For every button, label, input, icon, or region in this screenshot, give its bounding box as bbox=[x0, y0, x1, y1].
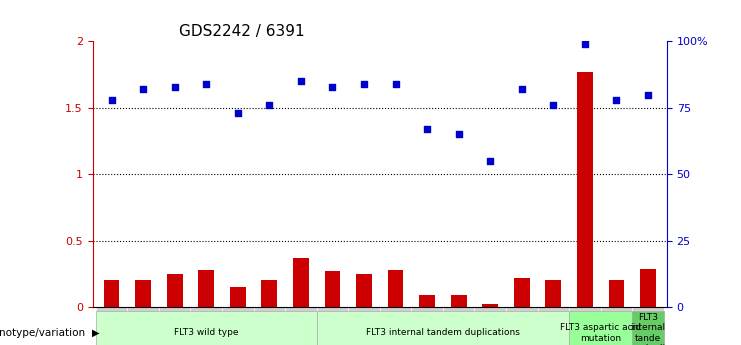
Text: FLT3 aspartic acid
mutation: FLT3 aspartic acid mutation bbox=[560, 323, 641, 343]
Bar bbox=[577, 72, 593, 307]
Bar bbox=[167, 274, 182, 307]
Point bbox=[421, 126, 433, 132]
Bar bbox=[199, 270, 214, 307]
Bar bbox=[482, 304, 498, 307]
Bar bbox=[104, 280, 119, 307]
FancyBboxPatch shape bbox=[285, 307, 316, 345]
FancyBboxPatch shape bbox=[96, 307, 127, 345]
Point bbox=[358, 81, 370, 87]
Bar bbox=[514, 278, 530, 307]
Text: GDS2242 / 6391: GDS2242 / 6391 bbox=[179, 24, 305, 39]
Bar bbox=[388, 270, 403, 307]
FancyBboxPatch shape bbox=[222, 307, 253, 345]
Bar bbox=[608, 280, 625, 307]
FancyBboxPatch shape bbox=[537, 307, 569, 345]
Point bbox=[485, 158, 496, 164]
Bar bbox=[545, 280, 561, 307]
Text: FLT3 internal tandem duplications: FLT3 internal tandem duplications bbox=[366, 328, 519, 337]
Text: FLT3 wild type: FLT3 wild type bbox=[174, 328, 239, 337]
Point bbox=[516, 87, 528, 92]
FancyBboxPatch shape bbox=[253, 307, 285, 345]
FancyBboxPatch shape bbox=[316, 310, 569, 345]
Point bbox=[200, 81, 212, 87]
Bar bbox=[325, 271, 340, 307]
FancyBboxPatch shape bbox=[443, 307, 474, 345]
Point bbox=[169, 84, 181, 89]
Bar bbox=[356, 274, 372, 307]
FancyBboxPatch shape bbox=[379, 307, 411, 345]
Point bbox=[579, 41, 591, 47]
FancyBboxPatch shape bbox=[190, 307, 222, 345]
FancyBboxPatch shape bbox=[632, 307, 664, 345]
Point bbox=[295, 78, 307, 84]
FancyBboxPatch shape bbox=[601, 307, 632, 345]
Bar bbox=[293, 258, 309, 307]
Point bbox=[137, 87, 149, 92]
Point bbox=[327, 84, 339, 89]
Point bbox=[390, 81, 402, 87]
FancyBboxPatch shape bbox=[632, 310, 664, 345]
Bar bbox=[451, 295, 467, 307]
Point bbox=[642, 92, 654, 97]
FancyBboxPatch shape bbox=[474, 307, 506, 345]
FancyBboxPatch shape bbox=[569, 310, 632, 345]
Point bbox=[106, 97, 118, 102]
Text: genotype/variation: genotype/variation bbox=[0, 328, 85, 338]
Point bbox=[548, 102, 559, 108]
Point bbox=[611, 97, 622, 102]
Bar bbox=[419, 295, 435, 307]
FancyBboxPatch shape bbox=[96, 310, 316, 345]
Bar bbox=[640, 268, 656, 307]
Point bbox=[232, 110, 244, 116]
FancyBboxPatch shape bbox=[316, 307, 348, 345]
FancyBboxPatch shape bbox=[411, 307, 443, 345]
Point bbox=[453, 131, 465, 137]
Text: ▶: ▶ bbox=[92, 328, 99, 338]
Text: FLT3
internal
tande
m dupli: FLT3 internal tande m dupli bbox=[631, 313, 665, 345]
FancyBboxPatch shape bbox=[506, 307, 537, 345]
Bar bbox=[262, 280, 277, 307]
Bar bbox=[135, 280, 151, 307]
FancyBboxPatch shape bbox=[159, 307, 190, 345]
Point bbox=[263, 102, 275, 108]
FancyBboxPatch shape bbox=[569, 307, 601, 345]
FancyBboxPatch shape bbox=[348, 307, 379, 345]
FancyBboxPatch shape bbox=[127, 307, 159, 345]
Bar bbox=[230, 287, 246, 307]
